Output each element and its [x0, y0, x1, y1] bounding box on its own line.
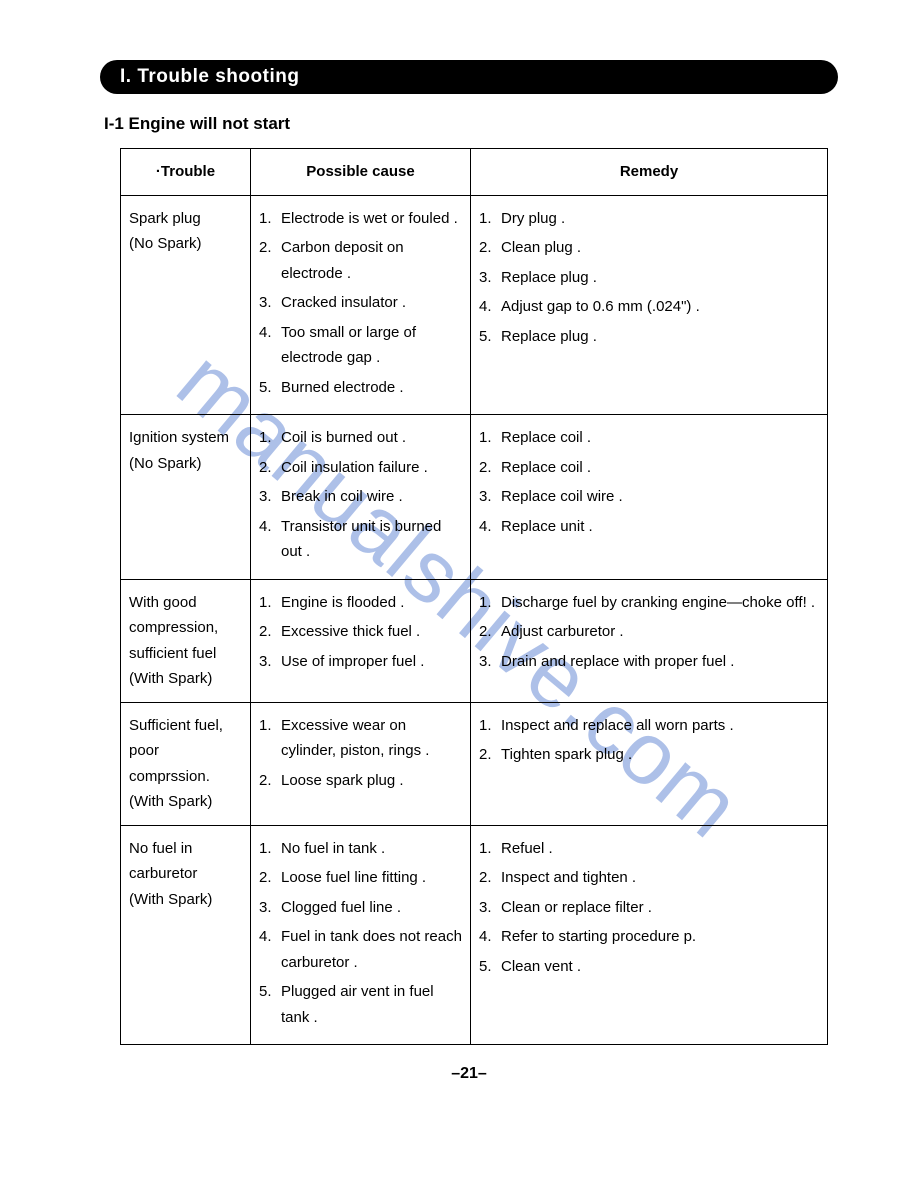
cause-item: Loose spark plug . — [259, 768, 462, 794]
remedy-item: Replace plug . — [479, 324, 819, 350]
cause-item: Engine is flooded . — [259, 590, 462, 616]
col-header-remedy: Remedy — [471, 149, 828, 196]
remedy-cell: Discharge fuel by cranking engine—choke … — [471, 579, 828, 702]
cause-item: Loose fuel line fitting . — [259, 865, 462, 891]
trouble-cell: Sufficient fuel, poor comprssion.(With S… — [121, 702, 251, 825]
remedy-item: Clean or replace filter . — [479, 895, 819, 921]
cause-item: Coil insulation failure . — [259, 455, 462, 481]
table-row: Sufficient fuel, poor comprssion.(With S… — [121, 702, 828, 825]
cause-item: Fuel in tank does not reach carburetor . — [259, 924, 462, 975]
table-header-row: ·Trouble Possible cause Remedy — [121, 149, 828, 196]
remedy-item: Replace coil . — [479, 425, 819, 451]
cause-item: Burned electrode . — [259, 375, 462, 401]
section-header: I. Trouble shooting — [100, 60, 838, 94]
cause-item: No fuel in tank . — [259, 836, 462, 862]
remedy-cell: Replace coil . Replace coil . Replace coil… — [471, 415, 828, 580]
troubleshoot-table: ·Trouble Possible cause Remedy Spark plu… — [120, 148, 828, 1045]
trouble-cell: Ignition system(No Spark) — [121, 415, 251, 580]
cause-item: Clogged fuel line . — [259, 895, 462, 921]
table-row: No fuel in carburetor(With Spark)No fuel… — [121, 825, 828, 1045]
cause-item: Carbon deposit on electrode . — [259, 235, 462, 286]
cause-cell: Engine is flooded . Excessive thick fuel … — [251, 579, 471, 702]
remedy-item: Adjust gap to 0.6 mm (.024") . — [479, 294, 819, 320]
remedy-item: Inspect and replace all worn parts . — [479, 713, 819, 739]
cause-item: Transistor unit is burned out . — [259, 514, 462, 565]
remedy-item: Replace unit . — [479, 514, 819, 540]
cause-item: Electrode is wet or fouled . — [259, 206, 462, 232]
cause-cell: Electrode is wet or fouled . Carbon depos… — [251, 195, 471, 415]
remedy-item: Inspect and tighten . — [479, 865, 819, 891]
remedy-item: Refuel . — [479, 836, 819, 862]
table-row: Ignition system(No Spark)Coil is burned … — [121, 415, 828, 580]
trouble-cell: With good compression, sufficient fuel(W… — [121, 579, 251, 702]
trouble-cell: No fuel in carburetor(With Spark) — [121, 825, 251, 1045]
remedy-item: Clean plug . — [479, 235, 819, 261]
table-row: Spark plug(No Spark)Electrode is wet or … — [121, 195, 828, 415]
col-header-trouble: ·Trouble — [121, 149, 251, 196]
cause-cell: No fuel in tank . Loose fuel line fitting… — [251, 825, 471, 1045]
cause-item: Plugged air vent in fuel tank . — [259, 979, 462, 1030]
cause-cell: Coil is burned out . Coil insulation fail… — [251, 415, 471, 580]
remedy-cell: Dry plug . Clean plug . Replace plug . Adju… — [471, 195, 828, 415]
cause-item: Excessive wear on cylinder, piston, ring… — [259, 713, 462, 764]
cause-item: Break in coil wire . — [259, 484, 462, 510]
remedy-item: Discharge fuel by cranking engine—choke … — [479, 590, 819, 616]
remedy-item: Refer to starting procedure p. — [479, 924, 819, 950]
remedy-item: Adjust carburetor . — [479, 619, 819, 645]
remedy-cell: Refuel . Inspect and tighten . Clean or re… — [471, 825, 828, 1045]
remedy-item: Tighten spark plug . — [479, 742, 819, 768]
trouble-cell: Spark plug(No Spark) — [121, 195, 251, 415]
remedy-item: Dry plug . — [479, 206, 819, 232]
remedy-item: Clean vent . — [479, 954, 819, 980]
cause-item: Cracked insulator . — [259, 290, 462, 316]
remedy-item: Replace plug . — [479, 265, 819, 291]
remedy-item: Replace coil . — [479, 455, 819, 481]
remedy-cell: Inspect and replace all worn parts . Tigh… — [471, 702, 828, 825]
cause-item: Excessive thick fuel . — [259, 619, 462, 645]
remedy-item: Drain and replace with proper fuel . — [479, 649, 819, 675]
remedy-item: Replace coil wire . — [479, 484, 819, 510]
cause-item: Use of improper fuel . — [259, 649, 462, 675]
cause-item: Coil is burned out . — [259, 425, 462, 451]
subsection-title: I-1 Engine will not start — [104, 114, 838, 134]
table-row: With good compression, sufficient fuel(W… — [121, 579, 828, 702]
col-header-cause: Possible cause — [251, 149, 471, 196]
cause-cell: Excessive wear on cylinder, piston, ring… — [251, 702, 471, 825]
cause-item: Too small or large of electrode gap . — [259, 320, 462, 371]
page-number: –21– — [100, 1065, 838, 1083]
